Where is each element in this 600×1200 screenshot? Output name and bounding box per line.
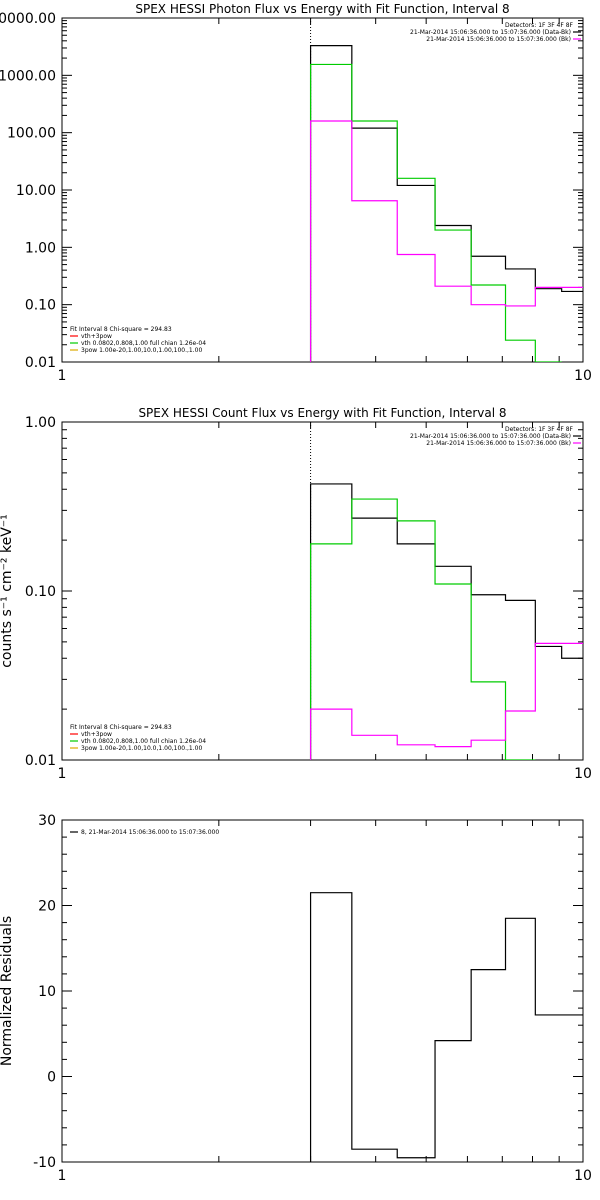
chart-title: SPEX HESSI Photon Flux vs Energy with Fi… — [135, 2, 509, 16]
legend-entry-label: vth+3pow — [81, 731, 112, 738]
legend-entry-label: 3pow 1.00e-20,1.00,10.0,1.00,100.,1.00 — [81, 347, 202, 354]
y-axis-label: Normalized Residuals — [0, 916, 15, 1066]
legend-entry-label: 21-Mar-2014 15:06:36.000 to 15:07:36.000… — [426, 440, 571, 447]
axes-frame — [61, 17, 584, 363]
y-tick-label: 0.10 — [25, 584, 56, 600]
y-tick-label: 0000.00 — [0, 11, 56, 27]
legend-bottom: Fit Interval 8 Chi-square = 294.83vth+3p… — [70, 326, 206, 354]
x-tick-label: 10 — [574, 368, 592, 384]
legend-header: Detectors: 1F 3F 4F 8F — [505, 22, 574, 29]
legend-top: 8, 21-Mar-2014 15:06:36.000 to 15:07:36.… — [70, 829, 219, 836]
axes-frame — [61, 819, 584, 1163]
y-tick-label: 0.01 — [25, 355, 56, 371]
legend-bottom: Fit Interval 8 Chi-square = 294.83vth+3p… — [70, 724, 206, 752]
histogram-series-2 — [309, 642, 583, 760]
y-tick-label: 1000.00 — [0, 68, 56, 84]
residuals-panel: 1 10 30 20 10 0 -10 Normalized Residuals 8, 21-M… — [0, 813, 592, 1184]
histogram-series-1 — [309, 498, 536, 760]
photon-flux-panel: SPEX HESSI Photon Flux vs Energy with Fi… — [0, 2, 592, 384]
x-tick-label: 1 — [58, 766, 67, 782]
legend-header: Detectors: 1F 3F 4F 8F — [505, 426, 574, 433]
y-tick-label: 10 — [38, 984, 56, 1000]
histogram-series-0 — [309, 892, 583, 1162]
series-group — [309, 892, 583, 1162]
y-tick-label: 100.00 — [7, 126, 56, 142]
y-tick-label: 30 — [38, 813, 56, 829]
series-group — [309, 483, 583, 760]
x-tick-label: 10 — [574, 1168, 592, 1184]
x-tick-label: 1 — [58, 1168, 67, 1184]
y-tick-label: 0 — [47, 1070, 56, 1086]
x-tick-label: 1 — [58, 368, 67, 384]
y-tick-label: 1.00 — [25, 415, 56, 431]
histogram-series-2 — [309, 120, 583, 362]
chart-title: SPEX HESSI Count Flux vs Energy with Fit… — [138, 406, 506, 420]
legend-entry-label: 21-Mar-2014 15:06:36.000 to 15:07:36.000… — [410, 433, 571, 440]
x-tick-label: 10 — [574, 766, 592, 782]
legend-entry-label: 3pow 1.00e-20,1.00,10.0,1.00,100.,1.00 — [81, 745, 202, 752]
legend-entry-label: vth 0.0802,0.808,1.00 full chian 1.26e-0… — [81, 738, 206, 745]
y-tick-label: 0.01 — [25, 753, 56, 769]
legend-entry-label: 8, 21-Mar-2014 15:06:36.000 to 15:07:36.… — [81, 829, 219, 836]
series-group — [309, 45, 583, 362]
legend-entry-label: 21-Mar-2014 15:06:36.000 to 15:07:36.000… — [426, 36, 571, 43]
count-flux-panel: SPEX HESSI Count Flux vs Energy with Fit… — [0, 406, 592, 782]
y-tick-label: -10 — [33, 1155, 56, 1171]
y-tick-label: 1.00 — [25, 240, 56, 256]
histogram-series-1 — [309, 63, 562, 362]
y-tick-label: 0.10 — [25, 298, 56, 314]
legend-entry-label: vth 0.0802,0.808,1.00 full chian 1.26e-0… — [81, 340, 206, 347]
legend-entry-label: vth+3pow — [81, 333, 112, 340]
legend-header: Fit Interval 8 Chi-square = 294.83 — [70, 326, 172, 333]
y-axis-label: counts s⁻¹ cm⁻² keV⁻¹ — [0, 514, 15, 668]
y-tick-label: 10.00 — [16, 183, 56, 199]
legend-header: Fit Interval 8 Chi-square = 294.83 — [70, 724, 172, 731]
legend-entry-label: 21-Mar-2014 15:06:36.000 to 15:07:36.000… — [410, 29, 571, 36]
y-tick-label: 20 — [38, 899, 56, 915]
